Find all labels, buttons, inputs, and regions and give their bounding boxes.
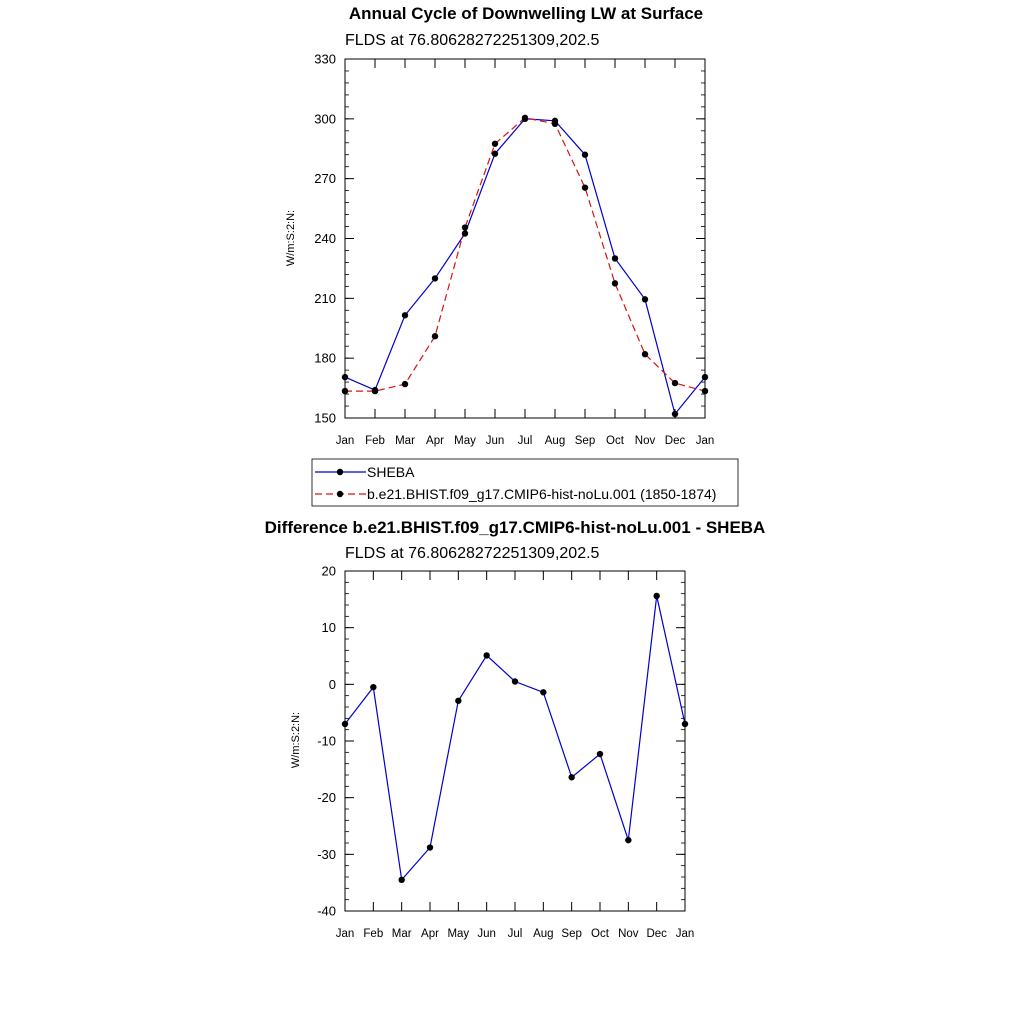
data-point-series-0 bbox=[540, 689, 547, 696]
data-point-series-0 bbox=[398, 876, 405, 884]
data-point-series-1 bbox=[341, 387, 349, 395]
chart-annual-cycle: Annual Cycle of Downwelling LW at Surfac… bbox=[285, 4, 739, 507]
x-tick-label: Aug bbox=[533, 928, 553, 940]
legend-sheba-label: SHEBA bbox=[367, 464, 415, 480]
x-tick-label: Oct bbox=[591, 928, 610, 940]
data-point-series-0 bbox=[611, 255, 619, 262]
chart1-legend: SHEBA b.e21.BHIST.f09_g17.CMIP6-hist-noL… bbox=[311, 458, 739, 507]
data-point-series-0 bbox=[641, 296, 649, 303]
x-tick-label: Sep bbox=[575, 435, 595, 447]
data-point-series-1 bbox=[611, 280, 619, 287]
x-tick-label: Mar bbox=[392, 928, 412, 940]
y-tick-label: 180 bbox=[314, 351, 336, 366]
legend-sheba-marker bbox=[336, 468, 344, 476]
data-point-series-1 bbox=[371, 387, 379, 395]
data-point-series-0 bbox=[341, 720, 349, 728]
data-point-series-0 bbox=[671, 410, 679, 418]
data-point-series-1 bbox=[431, 333, 439, 340]
x-tick-label: Jan bbox=[336, 435, 355, 447]
y-tick-label: 300 bbox=[314, 111, 336, 126]
y-tick-label: -10 bbox=[317, 734, 336, 749]
data-point-series-0 bbox=[426, 844, 434, 851]
data-point-series-1 bbox=[701, 387, 709, 395]
x-tick-label: Jul bbox=[508, 928, 523, 940]
data-point-series-0 bbox=[701, 373, 709, 381]
x-tick-label: Jan bbox=[336, 928, 355, 940]
y-tick-label: 10 bbox=[322, 620, 336, 635]
x-tick-label: Dec bbox=[646, 928, 667, 940]
x-tick-label: Sep bbox=[561, 928, 581, 940]
chart1-title: Annual Cycle of Downwelling LW at Surfac… bbox=[349, 4, 703, 23]
y-tick-label: 270 bbox=[314, 171, 336, 186]
data-point-series-0 bbox=[491, 150, 499, 157]
chart2-title: Difference b.e21.BHIST.f09_g17.CMIP6-his… bbox=[265, 518, 766, 537]
y-tick-label: -30 bbox=[317, 847, 336, 862]
y-tick-label: 0 bbox=[329, 677, 336, 692]
legend-model-marker bbox=[336, 490, 344, 498]
x-tick-label: May bbox=[447, 928, 469, 940]
y-tick-label: -40 bbox=[317, 904, 336, 919]
data-point-series-0 bbox=[581, 151, 589, 158]
data-point-series-0 bbox=[341, 373, 349, 381]
data-point-series-0 bbox=[483, 652, 490, 659]
chart2-subtitle: FLDS at 76.80628272251309,202.5 bbox=[345, 545, 600, 562]
series-line-1 bbox=[345, 117, 706, 392]
chart2-ylabel: W/m:S:2:N: bbox=[290, 712, 302, 768]
data-point-series-0 bbox=[401, 312, 409, 319]
data-point-series-0 bbox=[568, 774, 575, 781]
y-tick-label: 240 bbox=[314, 231, 336, 246]
y-tick-label: 150 bbox=[314, 411, 336, 426]
data-point-series-1 bbox=[581, 184, 589, 191]
data-point-series-1 bbox=[521, 114, 529, 122]
x-tick-label: May bbox=[454, 435, 476, 447]
x-tick-label: Aug bbox=[545, 435, 565, 447]
y-tick-label: 210 bbox=[314, 291, 336, 306]
y-tick-label: 330 bbox=[314, 52, 336, 67]
y-tick-label: -20 bbox=[317, 790, 336, 805]
data-point-series-1 bbox=[401, 380, 409, 388]
x-tick-label: Oct bbox=[606, 435, 625, 447]
x-tick-label: Jun bbox=[477, 928, 496, 940]
data-point-series-1 bbox=[461, 224, 469, 231]
chart1-ylabel: W/m:S:2:N: bbox=[285, 210, 297, 266]
chart1-plot-frame bbox=[344, 58, 706, 419]
x-tick-label: Jan bbox=[676, 928, 695, 940]
data-point-series-0 bbox=[461, 230, 469, 237]
chart2-plot-frame bbox=[344, 570, 686, 912]
data-point-series-0 bbox=[625, 836, 632, 844]
x-tick-label: Mar bbox=[395, 435, 415, 447]
x-tick-label: Jul bbox=[518, 435, 533, 447]
series-line-0 bbox=[344, 595, 686, 882]
x-tick-label: Jun bbox=[486, 435, 505, 447]
data-point-series-0 bbox=[596, 750, 604, 758]
data-point-series-0 bbox=[431, 275, 439, 282]
x-tick-label: Feb bbox=[363, 928, 383, 940]
x-tick-label: Jan bbox=[696, 435, 715, 447]
chart1-subtitle: FLDS at 76.80628272251309,202.5 bbox=[345, 32, 600, 49]
data-point-series-1 bbox=[641, 350, 649, 358]
data-point-series-1 bbox=[671, 379, 679, 387]
data-point-series-0 bbox=[370, 683, 377, 691]
series-line-0 bbox=[344, 118, 706, 416]
data-point-series-1 bbox=[491, 140, 499, 147]
data-point-series-0 bbox=[653, 592, 660, 600]
y-tick-label: 20 bbox=[322, 564, 336, 579]
x-tick-label: Apr bbox=[426, 435, 444, 447]
x-tick-label: Nov bbox=[618, 928, 639, 940]
data-point-series-1 bbox=[551, 120, 559, 128]
x-tick-label: Nov bbox=[635, 435, 656, 447]
data-point-series-0 bbox=[455, 697, 462, 704]
legend-box bbox=[311, 458, 739, 507]
data-point-series-0 bbox=[511, 678, 519, 685]
data-point-series-0 bbox=[681, 720, 689, 728]
x-tick-label: Apr bbox=[421, 928, 439, 940]
chart-difference: Difference b.e21.BHIST.f09_g17.CMIP6-his… bbox=[265, 518, 766, 940]
x-tick-label: Dec bbox=[665, 435, 686, 447]
x-tick-label: Feb bbox=[365, 435, 385, 447]
legend-model-label: b.e21.BHIST.f09_g17.CMIP6-hist-noLu.001 … bbox=[367, 486, 716, 502]
